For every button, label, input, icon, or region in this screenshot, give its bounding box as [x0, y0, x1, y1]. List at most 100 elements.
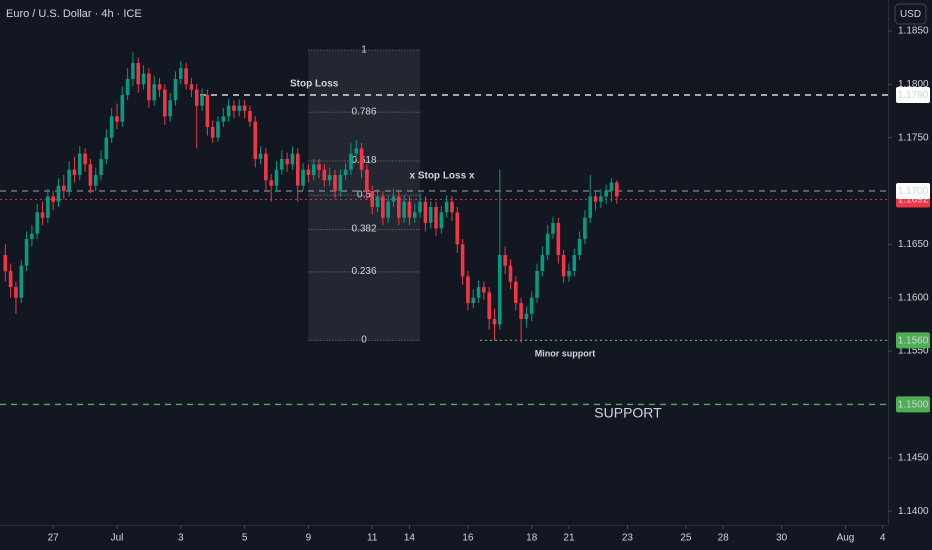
candle-body: [242, 105, 247, 111]
price-badge: [896, 332, 930, 349]
candle-body: [556, 223, 561, 256]
x-tick-label: 14: [404, 533, 416, 544]
candle-body: [375, 196, 380, 208]
x-tick-label: 4: [880, 533, 886, 544]
candle-body: [503, 255, 507, 266]
candle-body: [354, 148, 359, 154]
y-tick-label: 1.1450: [898, 452, 929, 463]
chart-title: Euro / U.S. Dollar · 4h · ICE: [6, 8, 142, 20]
candle-body: [471, 297, 476, 304]
candle-body: [572, 255, 577, 272]
candle-body: [455, 212, 460, 245]
candle-body: [253, 121, 258, 159]
candle-body: [333, 175, 337, 192]
x-tick-label: Aug: [837, 533, 855, 544]
candle-body: [237, 105, 242, 111]
price-badge-label: 1.1790: [898, 90, 929, 101]
candle-body: [3, 255, 8, 272]
candle-body: [498, 255, 502, 325]
candle-body: [588, 196, 593, 218]
candle-body: [216, 121, 220, 138]
candle-body: [311, 164, 316, 175]
candle-body: [72, 169, 77, 175]
candle-body: [487, 292, 491, 320]
candle-body: [120, 94, 125, 122]
candle-body: [567, 271, 571, 277]
y-tick-label: 1.1650: [898, 239, 929, 250]
candle-body: [476, 287, 481, 298]
candle-body: [412, 212, 417, 218]
price-line-text: SUPPORT: [594, 405, 662, 421]
candle-body: [210, 126, 215, 138]
candle-body: [115, 116, 119, 122]
price-badge-label: 1.1560: [898, 336, 929, 347]
candle-body: [248, 110, 252, 122]
x-tick-label: Jul: [111, 533, 124, 544]
price-line-text: Stop Loss: [290, 79, 339, 90]
candle-body: [397, 196, 401, 218]
y-tick-label: 1.1600: [898, 292, 929, 303]
x-tick-label: 5: [242, 533, 248, 544]
x-tick-label: 3: [178, 533, 184, 544]
candle-body: [615, 182, 619, 197]
x-tick-label: 25: [680, 533, 692, 544]
candle-body: [343, 169, 348, 175]
candle-body: [381, 196, 385, 218]
candle-body: [338, 175, 343, 192]
candle-body: [386, 201, 390, 218]
currency-label[interactable]: USD: [900, 9, 921, 20]
candle-body: [295, 153, 300, 186]
candle-body: [551, 223, 555, 234]
candle-body: [583, 217, 587, 240]
candle-body: [221, 116, 226, 122]
candle-body: [444, 201, 449, 213]
candle-body: [77, 153, 82, 175]
candle-body: [402, 201, 406, 218]
x-tick-label: 11: [367, 533, 378, 544]
fib-level-label: 0.382: [351, 224, 376, 235]
candle-body: [136, 62, 141, 85]
candle-body: [365, 169, 369, 192]
candle-body: [593, 196, 598, 202]
price-line-text: x Stop Loss x: [409, 171, 474, 182]
candle-body: [147, 73, 151, 101]
candle-body: [62, 185, 66, 192]
candle-body: [428, 207, 433, 224]
candle-body: [104, 137, 109, 159]
y-tick-label: 1.1750: [898, 132, 929, 143]
candle-body: [423, 201, 428, 224]
candle-body: [450, 201, 454, 213]
candle-body: [14, 287, 18, 298]
candle-body: [194, 89, 199, 106]
x-tick-label: 28: [718, 533, 730, 544]
candle-body: [168, 100, 172, 117]
x-tick-label: 18: [526, 533, 538, 544]
currency-button[interactable]: [894, 3, 927, 25]
price-badge: [896, 183, 930, 200]
candle-body: [99, 158, 103, 175]
candle-body: [535, 271, 539, 298]
candle-body: [482, 287, 486, 293]
x-tick-label: 21: [563, 533, 575, 544]
candle-body: [125, 78, 130, 95]
candle-body: [56, 185, 61, 202]
fib-level-label: 0: [361, 335, 367, 346]
candle-body: [301, 169, 305, 186]
x-tick-label: 23: [622, 533, 634, 544]
candle-body: [317, 164, 321, 170]
candle-body: [232, 105, 236, 111]
fib-level-label: 1: [361, 44, 367, 55]
candle-body: [290, 153, 295, 165]
candle-body: [508, 265, 513, 282]
candle-body: [157, 84, 162, 90]
candle-body: [205, 94, 210, 127]
candle-body: [599, 196, 603, 202]
candle-body: [269, 180, 273, 186]
candle-body: [178, 68, 183, 79]
fib-level-label: 0.618: [351, 155, 376, 166]
candle-body: [46, 196, 50, 218]
candle-body: [131, 62, 135, 79]
price-badge-label: 1.1700: [898, 186, 929, 197]
candle-body: [466, 276, 470, 304]
candle-body: [19, 265, 24, 298]
